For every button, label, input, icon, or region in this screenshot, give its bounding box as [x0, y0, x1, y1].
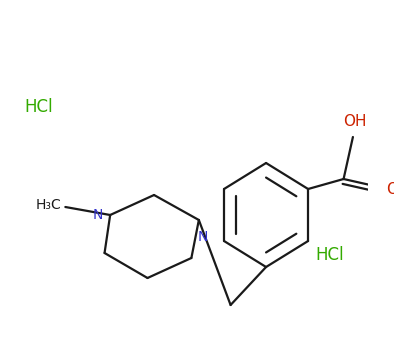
Text: OH: OH [343, 114, 366, 129]
Text: N: N [92, 208, 103, 222]
Text: HCl: HCl [315, 246, 344, 263]
Text: H₃C: H₃C [36, 198, 61, 212]
Text: O: O [386, 182, 394, 197]
Text: HCl: HCl [24, 98, 52, 116]
Text: N: N [197, 230, 208, 244]
